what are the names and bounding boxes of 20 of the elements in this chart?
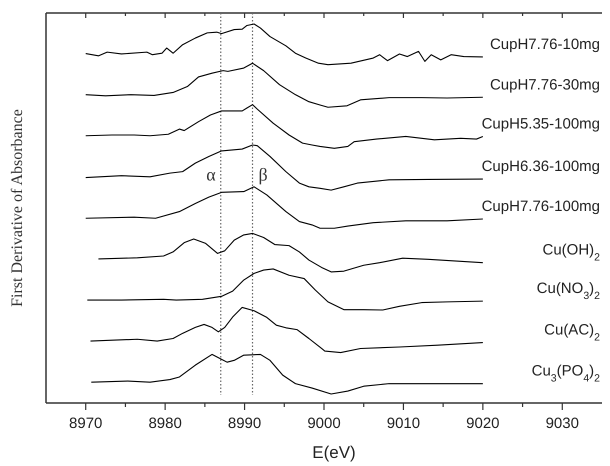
x-tick-label: 8970 [69, 415, 102, 432]
x-tick-label: 8990 [228, 415, 262, 432]
text: Cu(OH)$_{2}$ [542, 242, 600, 264]
series-label: CupH7.76-10mg [490, 36, 600, 53]
y-axis-title: First Derivative of Absorbance [9, 109, 26, 307]
x-tick-label: 9030 [546, 415, 579, 432]
x-tick-label: 8980 [148, 415, 182, 432]
x-tick-label: 9010 [386, 415, 420, 432]
series-label: CupH5.35-100mg [482, 115, 600, 132]
series-label: CupH6.36-100mg [482, 158, 600, 176]
ref-line-label: α [206, 164, 216, 185]
series-label: CupH7.76-30mg [490, 76, 600, 94]
text: Cu(NO$_{3}$)$_{2}$ [536, 280, 600, 302]
x-axis-title: E(eV) [312, 443, 356, 462]
text: Cu(AC)$_{2}$ [544, 322, 600, 344]
x-tick-label: 9020 [466, 415, 500, 432]
text: Cu$_{3}$(PO$_{4}$)$_{2}$ [532, 362, 600, 385]
x-tick-label: 9000 [307, 415, 341, 432]
series-label: CupH7.76-100mg [482, 198, 600, 215]
ref-line-label: β [258, 164, 268, 185]
